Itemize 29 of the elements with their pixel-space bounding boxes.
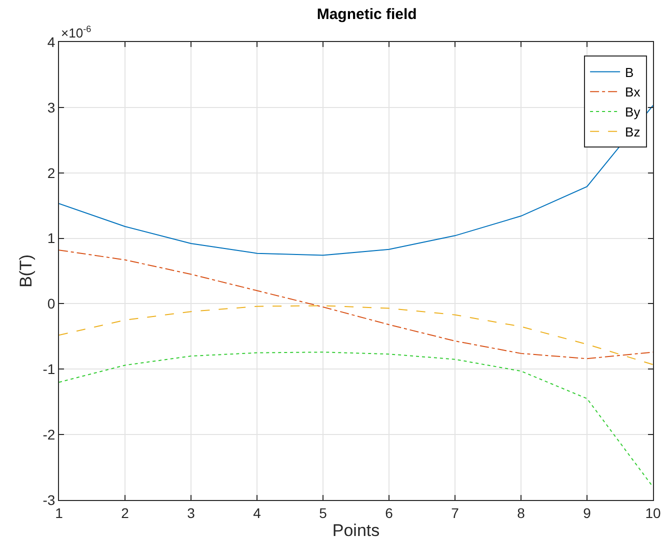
x-tick-label: 7 — [451, 504, 460, 521]
y-tick-label: 4 — [47, 34, 56, 50]
y-tick-label: -1 — [42, 361, 56, 378]
line-series — [59, 352, 653, 488]
x-tick-label: 5 — [319, 504, 328, 521]
y-tick-label: 3 — [47, 99, 56, 116]
line-series — [59, 305, 653, 366]
y-tick-label: 2 — [47, 164, 56, 181]
x-tick-label: 2 — [121, 504, 130, 521]
chart-title: Magnetic field — [316, 6, 417, 23]
line-series — [59, 104, 653, 256]
y-tick-label: -2 — [42, 426, 56, 442]
y-tick-label: 1 — [47, 230, 56, 246]
x-tick-label: 6 — [385, 504, 394, 521]
x-tick-label: 4 — [253, 504, 262, 521]
x-tick-label: 8 — [517, 504, 526, 521]
legend-label: By — [625, 104, 641, 120]
legend-label: Bz — [625, 124, 640, 140]
y-axis-title: B(T) — [16, 254, 36, 288]
x-axis-title: Points — [332, 521, 380, 540]
text: ×10$^{-6}$ — [61, 24, 92, 40]
x-tick-label: 9 — [583, 504, 592, 521]
y-tick-label: -3 — [42, 492, 56, 508]
legend-label: B — [625, 64, 634, 80]
legend-label: Bx — [625, 84, 641, 100]
x-tick-label: 10 — [645, 504, 661, 521]
y-tick-label: 0 — [47, 296, 56, 312]
x-tick-label: 3 — [187, 504, 196, 521]
line-series — [59, 250, 653, 360]
